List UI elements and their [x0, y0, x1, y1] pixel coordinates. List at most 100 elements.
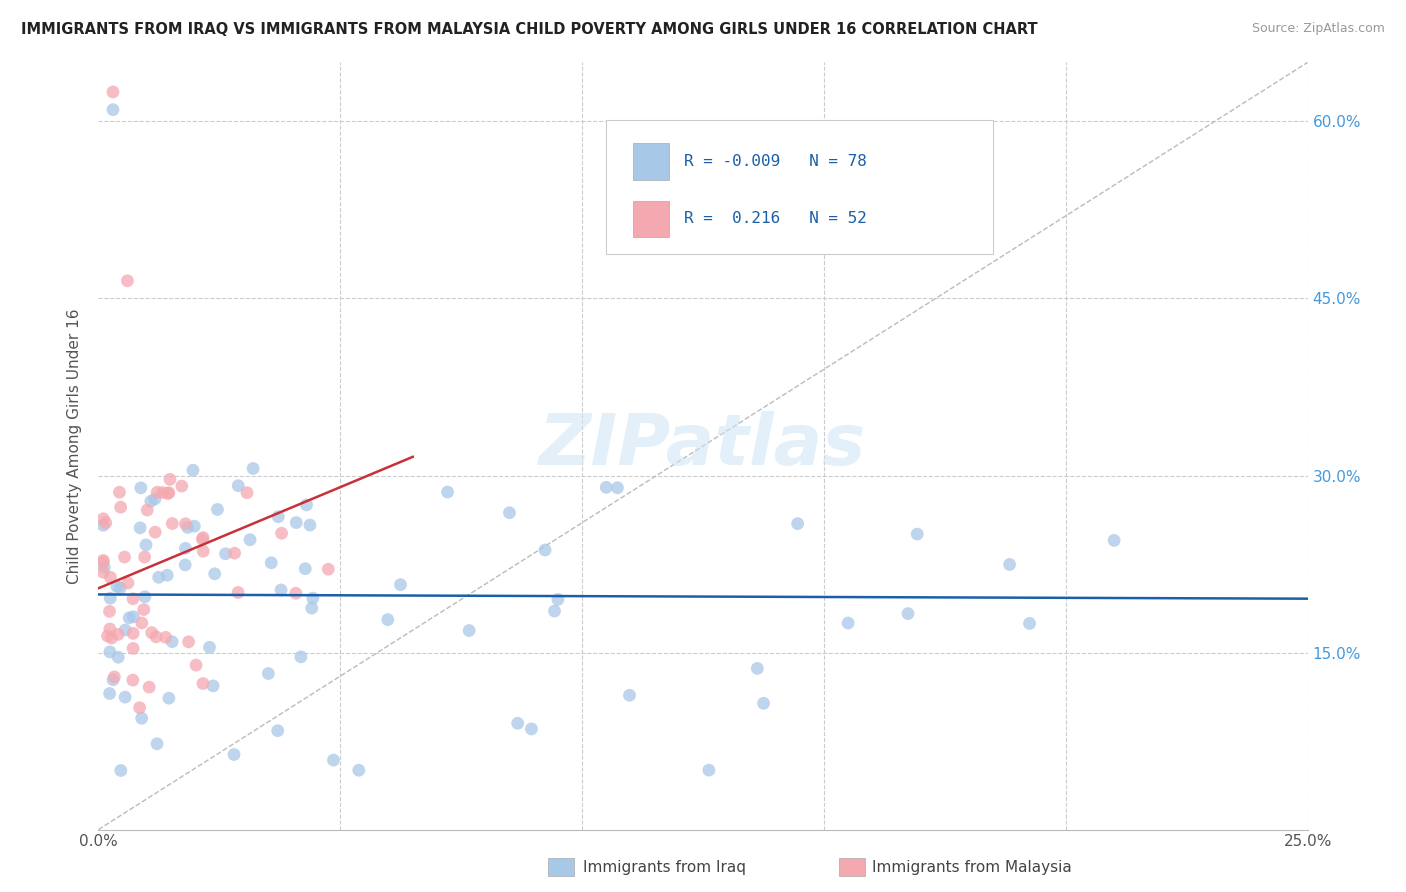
Text: Immigrants from Malaysia: Immigrants from Malaysia	[872, 860, 1071, 874]
Point	[132, 602, 155, 616]
Point	[146, 485, 169, 500]
Point	[146, 737, 169, 751]
Point	[162, 516, 184, 531]
Point	[284, 586, 307, 600]
Point	[236, 485, 259, 500]
Point	[543, 604, 565, 618]
Point	[107, 627, 129, 641]
Point	[105, 580, 128, 594]
Point	[141, 625, 163, 640]
Point	[94, 516, 117, 530]
Text: ZIPatlas: ZIPatlas	[540, 411, 866, 481]
FancyBboxPatch shape	[606, 120, 993, 254]
Point	[619, 688, 641, 702]
Point	[121, 673, 143, 687]
Point	[117, 576, 139, 591]
Point	[837, 615, 859, 630]
Point	[270, 582, 292, 597]
Point	[316, 562, 339, 576]
Point	[91, 518, 114, 533]
Point	[270, 526, 292, 541]
Point	[191, 533, 214, 547]
Text: R =  0.216   N = 52: R = 0.216 N = 52	[683, 211, 866, 227]
Point	[101, 103, 124, 117]
Point	[176, 520, 198, 534]
Point	[174, 541, 197, 556]
Point	[1102, 533, 1125, 548]
Point	[114, 623, 136, 637]
Point	[202, 679, 225, 693]
Point	[114, 549, 136, 564]
Point	[547, 592, 569, 607]
Point	[193, 544, 215, 558]
Point	[107, 650, 129, 665]
Point	[224, 546, 246, 560]
Point	[191, 676, 214, 690]
Point	[143, 525, 166, 540]
Point	[98, 604, 121, 618]
Point	[98, 645, 121, 659]
Point	[174, 516, 197, 531]
Point	[260, 556, 283, 570]
Point	[290, 649, 312, 664]
Point	[91, 553, 114, 567]
Point	[1018, 616, 1040, 631]
Point	[100, 631, 122, 645]
Point	[458, 624, 481, 638]
FancyBboxPatch shape	[633, 143, 669, 180]
Point	[184, 658, 207, 673]
Point	[267, 509, 290, 524]
Point	[134, 590, 156, 604]
Point	[117, 274, 139, 288]
Point	[207, 502, 229, 516]
Bar	[839, 858, 865, 876]
Point	[98, 686, 121, 700]
Point	[101, 85, 124, 99]
Point	[129, 481, 152, 495]
Point	[122, 609, 145, 624]
Point	[267, 723, 290, 738]
Point	[131, 711, 153, 725]
Point	[174, 558, 197, 572]
Point	[506, 716, 529, 731]
Point	[110, 764, 132, 778]
Point	[181, 463, 204, 477]
Point	[136, 503, 159, 517]
Text: R = -0.009   N = 78: R = -0.009 N = 78	[683, 154, 866, 169]
Point	[148, 570, 170, 584]
Point	[222, 747, 245, 762]
Point	[160, 634, 183, 648]
Text: Source: ZipAtlas.com: Source: ZipAtlas.com	[1251, 22, 1385, 36]
Point	[298, 518, 321, 533]
Point	[100, 570, 122, 584]
Point	[143, 491, 166, 506]
Point	[110, 581, 132, 595]
Point	[93, 560, 115, 574]
Point	[159, 472, 181, 486]
Point	[122, 591, 145, 606]
Point	[226, 585, 249, 599]
Point	[520, 722, 543, 736]
Point	[91, 566, 114, 580]
Bar	[548, 858, 574, 876]
Point	[108, 485, 131, 500]
Point	[294, 562, 316, 576]
Point	[242, 461, 264, 475]
Point	[183, 519, 205, 533]
Point	[595, 480, 617, 494]
Point	[389, 577, 412, 591]
Point	[98, 591, 121, 606]
Point	[214, 547, 236, 561]
Point	[322, 753, 344, 767]
Point	[170, 479, 193, 493]
Point	[747, 661, 769, 675]
Point	[96, 629, 118, 643]
Point	[156, 568, 179, 582]
Point	[204, 566, 226, 581]
Text: IMMIGRANTS FROM IRAQ VS IMMIGRANTS FROM MALAYSIA CHILD POVERTY AMONG GIRLS UNDER: IMMIGRANTS FROM IRAQ VS IMMIGRANTS FROM …	[21, 22, 1038, 37]
Point	[226, 479, 249, 493]
Point	[152, 485, 174, 500]
Point	[129, 521, 152, 535]
Point	[128, 700, 150, 714]
Point	[239, 533, 262, 547]
